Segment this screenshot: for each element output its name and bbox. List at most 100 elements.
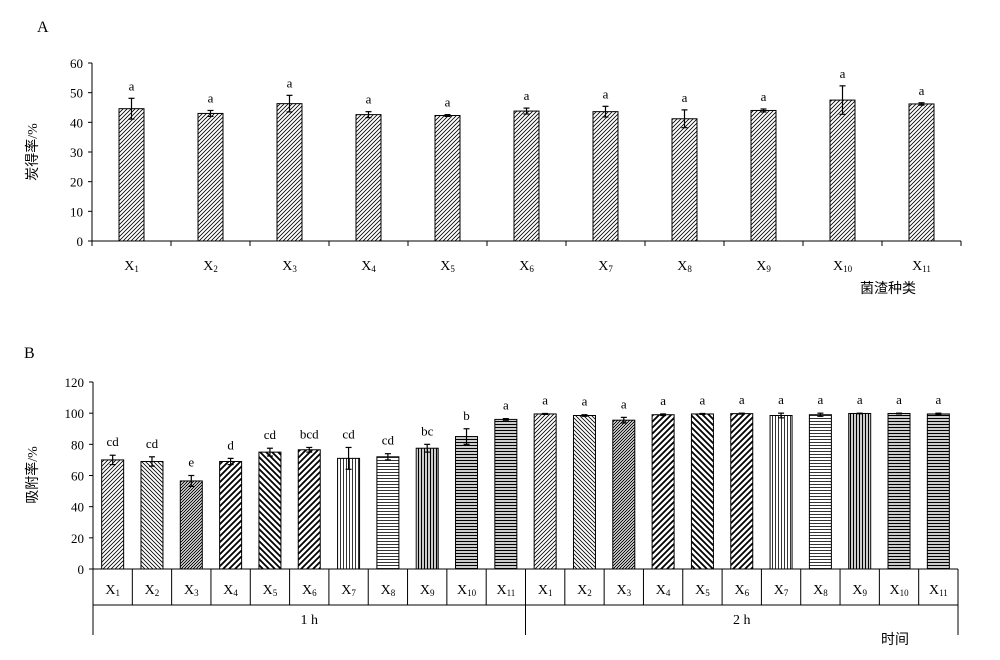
- significance-label: a: [445, 95, 451, 110]
- y-tick-label: 30: [70, 145, 83, 160]
- y-axis-title: 炭得率/%: [24, 123, 41, 181]
- error-bar: [365, 111, 372, 119]
- error-bar: [266, 447, 273, 457]
- error-bar: [227, 457, 234, 466]
- x-tick-label: X8: [813, 583, 828, 598]
- x-tick-label: X8: [677, 259, 692, 274]
- group-label: 2 h: [733, 613, 751, 628]
- y-tick-label: 120: [65, 375, 85, 390]
- significance-label: cd: [264, 427, 277, 442]
- significance-label: a: [503, 398, 509, 413]
- x-tick-label: X9: [420, 583, 435, 598]
- significance-label: a: [287, 75, 293, 90]
- error-bar: [463, 428, 470, 445]
- significance-label: a: [778, 392, 784, 407]
- x-tick-label: X7: [598, 259, 613, 274]
- significance-label: a: [935, 392, 941, 407]
- bar: [808, 414, 832, 570]
- bar: [848, 412, 872, 570]
- bar: [179, 480, 203, 570]
- bar: [219, 460, 243, 570]
- y-tick-label: 40: [71, 500, 84, 515]
- bar: [926, 413, 950, 570]
- significance-label: e: [188, 455, 194, 470]
- error-bar: [384, 453, 391, 461]
- significance-label: cd: [382, 433, 395, 448]
- bar: [671, 118, 698, 242]
- error-bar: [502, 418, 509, 421]
- x-tick-label: X11: [496, 583, 515, 598]
- bar: [118, 108, 145, 242]
- x-tick-label: X5: [263, 583, 278, 598]
- x-tick-label: X3: [616, 583, 631, 598]
- bar: [651, 414, 675, 570]
- error-bar: [896, 412, 903, 415]
- error-bar: [581, 414, 588, 417]
- error-bar: [699, 412, 706, 416]
- bar: [197, 112, 224, 242]
- significance-label: a: [208, 90, 214, 105]
- bar: [730, 413, 754, 570]
- significance-label: a: [542, 392, 548, 407]
- error-bar: [602, 105, 609, 118]
- bar: [297, 449, 321, 570]
- bar: [101, 459, 125, 570]
- significance-label: cd: [146, 436, 159, 451]
- error-bar: [817, 412, 824, 417]
- error-bar: [778, 412, 785, 419]
- significance-label: a: [621, 396, 627, 411]
- error-bar: [523, 107, 530, 115]
- bar: [494, 418, 518, 570]
- x-tick-label: X2: [203, 259, 218, 274]
- bar: [887, 412, 911, 570]
- x-tick-label: X9: [756, 259, 771, 274]
- x-tick-label: X4: [361, 259, 376, 274]
- error-bar: [620, 416, 627, 424]
- bar: [455, 436, 479, 570]
- significance-label: cd: [107, 434, 120, 449]
- bar: [434, 115, 461, 242]
- x-tick-label: X1: [124, 259, 139, 274]
- y-tick-label: 80: [71, 437, 84, 452]
- significance-label: a: [700, 392, 706, 407]
- bar: [513, 110, 540, 242]
- x-tick-label: X2: [577, 583, 592, 598]
- x-axis-title: 菌渣种类: [860, 281, 916, 297]
- y-tick-label: 60: [71, 469, 84, 484]
- x-tick-label: X9: [852, 583, 867, 598]
- panel-label: B: [24, 345, 35, 362]
- bar: [140, 460, 164, 570]
- bar: [572, 415, 596, 570]
- y-tick-label: 60: [70, 56, 83, 71]
- error-bar: [918, 102, 925, 106]
- bar: [258, 451, 282, 570]
- bar: [769, 415, 793, 570]
- x-tick-label: X11: [912, 259, 931, 274]
- significance-label: a: [761, 89, 767, 104]
- x-tick-label: X3: [184, 583, 199, 598]
- error-bar: [738, 412, 745, 415]
- x-tick-label: X8: [381, 583, 396, 598]
- error-bar: [286, 94, 293, 113]
- error-bar: [207, 109, 214, 118]
- significance-label: a: [524, 88, 530, 103]
- error-bar: [109, 454, 116, 466]
- error-bar: [128, 97, 135, 120]
- y-axis-title: 吸附率/%: [24, 446, 41, 504]
- x-tick-label: X6: [302, 583, 317, 598]
- x-tick-label: X6: [734, 583, 749, 598]
- significance-label: a: [896, 392, 902, 407]
- x-tick-label: X1: [105, 583, 120, 598]
- significance-label: a: [129, 78, 135, 93]
- significance-label: a: [817, 392, 823, 407]
- x-tick-label: X7: [774, 583, 789, 598]
- x-tick-label: X10: [457, 583, 477, 598]
- error-bar: [542, 412, 549, 416]
- bar: [750, 109, 777, 242]
- significance-label: a: [919, 83, 925, 98]
- x-tick-label: X3: [282, 259, 297, 274]
- significance-label: a: [660, 393, 666, 408]
- x-tick-label: X10: [889, 583, 909, 598]
- panel-b: B 0 20 40 60 80 100 120 吸附率/% 1 h cd X1 cd X2 e X3 d X4 cd…: [24, 345, 959, 648]
